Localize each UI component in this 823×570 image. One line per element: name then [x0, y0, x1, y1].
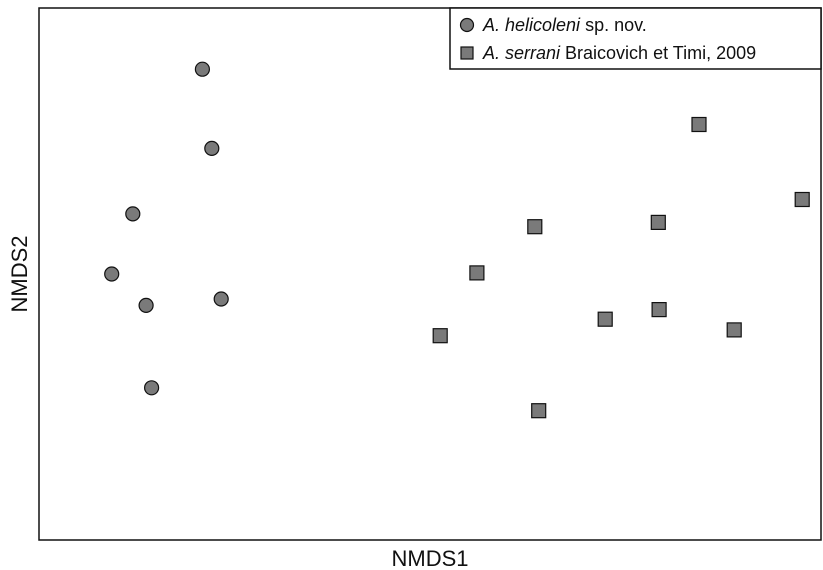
point-helicoleni-7	[144, 380, 160, 396]
y-axis-label: NMDS2	[7, 235, 32, 312]
legend-label-helicoleni-rest: sp. nov.	[580, 15, 647, 35]
legend: A. helicoleni sp. nov. A. serrani Braico…	[449, 7, 822, 70]
point-helicoleni-5	[138, 297, 154, 313]
legend-label-serrani: A. serrani Braicovich et Timi, 2009	[482, 43, 756, 63]
point-serrani-10	[531, 403, 547, 419]
legend-circle-marker	[459, 17, 475, 33]
legend-label-serrani-italic: A. serrani	[482, 43, 561, 63]
point-serrani-5	[469, 265, 485, 281]
point-serrani-8	[651, 302, 667, 318]
point-helicoleni-6	[213, 291, 229, 307]
point-helicoleni-3	[125, 206, 141, 222]
data-points	[104, 61, 810, 419]
legend-label-serrani-rest: Braicovich et Timi, 2009	[560, 43, 756, 63]
legend-label-helicoleni: A. helicoleni sp. nov.	[482, 15, 647, 35]
point-serrani-6	[432, 328, 448, 344]
point-serrani-9	[726, 322, 742, 338]
point-serrani-2	[794, 191, 810, 208]
point-helicoleni-1	[194, 61, 210, 77]
x-axis-label: NMDS1	[391, 546, 468, 570]
point-helicoleni-4	[104, 266, 120, 282]
legend-box	[449, 7, 822, 70]
point-helicoleni-2	[204, 140, 220, 156]
plot-frame	[38, 7, 822, 541]
point-serrani-3	[650, 214, 666, 230]
point-serrani-7	[597, 311, 613, 327]
legend-label-helicoleni-italic: A. helicoleni	[482, 15, 581, 35]
point-serrani-1	[691, 116, 707, 133]
legend-square-marker	[460, 46, 474, 60]
point-serrani-4	[527, 219, 543, 235]
